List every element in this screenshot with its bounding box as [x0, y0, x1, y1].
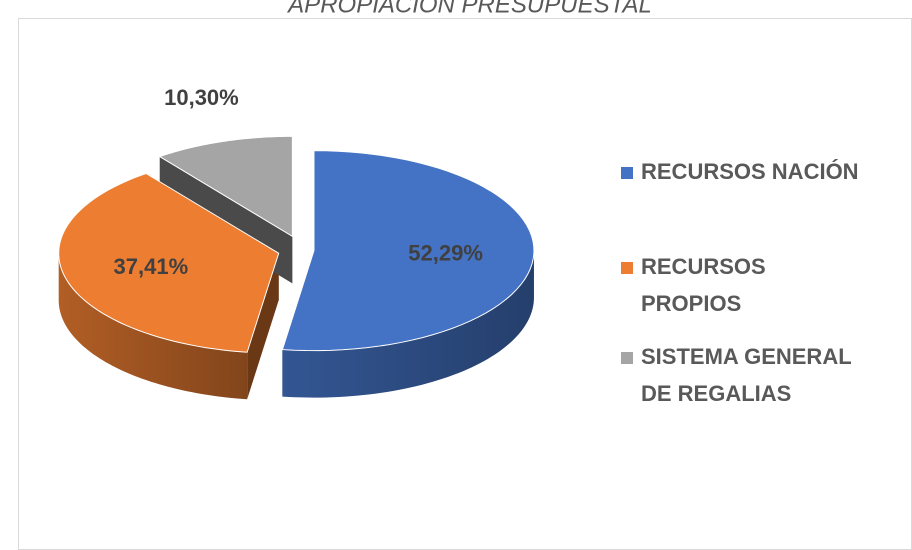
data-label: 52,29% — [408, 241, 483, 266]
chart-title: APROPIACIÓN PRESUPUESTAL — [286, 0, 652, 18]
legend-line: RECURSOS — [641, 254, 766, 279]
legend-line: DE REGALIAS — [641, 381, 791, 406]
data-label: 10,30% — [164, 85, 239, 110]
legend-swatch — [621, 167, 633, 179]
pie-slice — [281, 150, 535, 352]
pie-side — [58, 253, 248, 400]
legend-line: SISTEMA GENERAL — [641, 344, 852, 369]
pie-tops — [58, 135, 535, 353]
data-label: 37,41% — [114, 254, 189, 279]
legend-label: RECURSOS PROPIOS — [641, 254, 766, 316]
pie-slice — [158, 135, 293, 238]
pie-side — [282, 250, 534, 398]
legend-swatch — [621, 262, 633, 274]
legend-swatch — [621, 352, 633, 364]
legend-label: SISTEMA GENERAL DE REGALIAS — [641, 344, 852, 406]
legend-line: PROPIOS — [641, 291, 741, 316]
pie-slice — [58, 172, 280, 353]
legend-label: RECURSOS NACIÓN — [641, 159, 859, 184]
